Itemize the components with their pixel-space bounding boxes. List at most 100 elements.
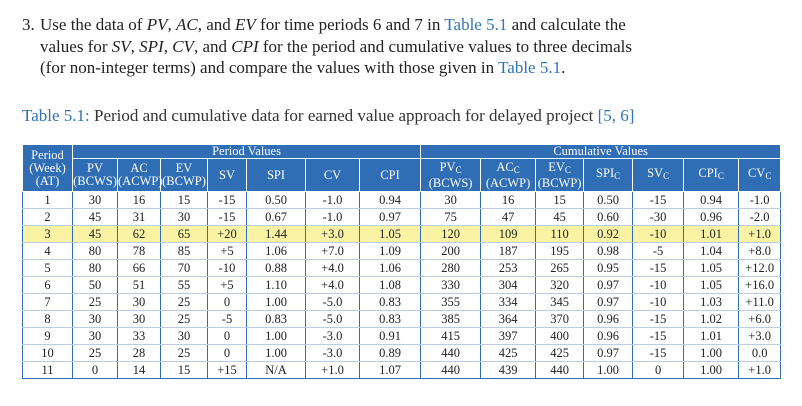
column-subscript: C (717, 171, 724, 181)
table-cell: 0.83 (358, 310, 422, 328)
table-cell: 30 (160, 208, 208, 226)
table-cell: 0.96 (583, 327, 634, 345)
table-row: 7 25 30 25 0 1.00 -5.0 0.83 355 334 345 0.97 -10 1.03… (22, 293, 782, 311)
column-header: EV (BCWP) (160, 158, 208, 192)
table-cell: 0.96 (583, 310, 634, 328)
text: , and (193, 36, 232, 56)
table-cell: 16 (117, 191, 161, 209)
column-label: EV (175, 161, 193, 175)
column-note: (ACWP) (485, 175, 531, 190)
header-line: CV (306, 168, 359, 182)
table-cell: 80 (72, 242, 118, 260)
table-cell: +7.0 (305, 242, 360, 260)
table-cell: -10 (207, 259, 247, 277)
table-cell: -5.0 (305, 310, 360, 328)
table-cell: 30 (72, 327, 118, 345)
header-line: CPIC (684, 167, 738, 183)
text: , (130, 36, 140, 56)
table-cell: 0.97 (583, 293, 634, 311)
table-cell: -3.0 (305, 327, 360, 345)
table-cell: 370 (535, 310, 585, 328)
table-cell: 330 (420, 276, 482, 294)
question-text: Use the data of PV, AC, and EV for time … (40, 14, 642, 79)
table-cell: +4.0 (305, 259, 360, 277)
text: for the period and cumulative values to … (40, 36, 633, 78)
column-subscript: C (455, 164, 462, 175)
table-cell: 1.04 (683, 242, 740, 260)
table-cell: -1.0 (305, 191, 360, 209)
table-cell: 439 (480, 361, 537, 379)
table-cell: +1.0 (738, 361, 782, 379)
table-cell: 440 (535, 361, 585, 379)
table-cell: 0.97 (583, 276, 634, 294)
table-cell: 0 (632, 361, 685, 379)
table-ref[interactable]: Table 5.1 (498, 58, 562, 77)
group-header: Period Values (71, 144, 422, 159)
table-cell: 78 (117, 242, 161, 260)
table-cell: 0.97 (358, 208, 422, 226)
table-cell: 45 (535, 208, 585, 226)
caption-refs[interactable]: [5, 6] (597, 106, 635, 125)
column-header: PVC (BCWS) (420, 158, 482, 192)
table-cell: -30 (632, 208, 685, 226)
table-row: 4 80 78 85 +5 1.06 +7.0 1.09 200 187 195 0.98 -5 1.04… (22, 242, 782, 260)
table-cell: 385 (420, 310, 482, 328)
table-cell: 66 (117, 259, 161, 277)
text: , (167, 15, 176, 34)
table-cell: 25 (160, 310, 208, 328)
column-note: (BCWS) (428, 175, 473, 190)
table-cell: -15 (632, 344, 685, 362)
table-row: 11 0 14 15 +15 N/A +1.0 1.07 440 439 440 1.00 0 1.00 +… (22, 361, 782, 379)
table-cell: 65 (160, 225, 208, 243)
table-cell: 16 (480, 191, 537, 209)
table-cell: 11 (22, 361, 73, 379)
table-cell: 30 (160, 327, 208, 345)
header-line: Period (31, 147, 64, 162)
table-cell: 320 (535, 276, 585, 294)
column-header: ACC (ACWP) (480, 158, 537, 192)
table-cell: 1.08 (358, 276, 422, 294)
column-header: CVC (738, 158, 782, 192)
table-cell: +1.0 (305, 361, 360, 379)
column-header: AC (ACWP) (117, 158, 162, 192)
term: EV (235, 15, 256, 34)
table-cell: 1.01 (683, 327, 740, 345)
table-cell: 0.89 (358, 344, 422, 362)
column-header: CPIC (683, 158, 740, 192)
header-line: (Week) (29, 160, 66, 175)
table-cell: -15 (632, 327, 685, 345)
table-cell: 195 (535, 242, 585, 260)
table-cell: 25 (72, 344, 118, 362)
table-cell: 364 (480, 310, 537, 328)
table-cell: 45 (72, 208, 118, 226)
table-cell: 1.44 (246, 225, 306, 243)
table-cell: 0.97 (583, 344, 634, 362)
table-cell: 187 (480, 242, 537, 260)
table-cell: 25 (72, 293, 118, 311)
table-cell: 200 (420, 242, 482, 260)
table-cell: 1.00 (246, 344, 306, 362)
table-ref[interactable]: Table 5.1 (444, 15, 508, 34)
term: SV (111, 36, 131, 56)
header-line: SPIC (584, 167, 632, 183)
term: CV (172, 36, 194, 56)
text: . (561, 58, 566, 77)
column-header: SVC (632, 158, 685, 192)
header-line: ACC (481, 159, 535, 177)
column-label: AC (496, 159, 514, 174)
column-label: SPI (596, 166, 615, 180)
table-cell: 109 (480, 225, 537, 243)
table-cell: 1.01 (683, 225, 740, 243)
column-subscript: C (564, 164, 571, 175)
table-cell: 0.50 (583, 191, 634, 209)
table-cell: -5 (632, 242, 685, 260)
header-row: PV (BCWS) AC (ACWP) EV (BCWP) SV SPI CV CPI PVC (BC… (23, 158, 782, 192)
column-label: CV (747, 166, 766, 180)
table-cell: 0.67 (246, 208, 306, 226)
table-cell: 0 (72, 361, 118, 379)
caption-text: Period and cumulative data for earned va… (89, 106, 598, 125)
table-cell: 15 (160, 191, 208, 209)
table-cell: 0.91 (358, 327, 422, 345)
table-cell: 304 (480, 276, 537, 294)
